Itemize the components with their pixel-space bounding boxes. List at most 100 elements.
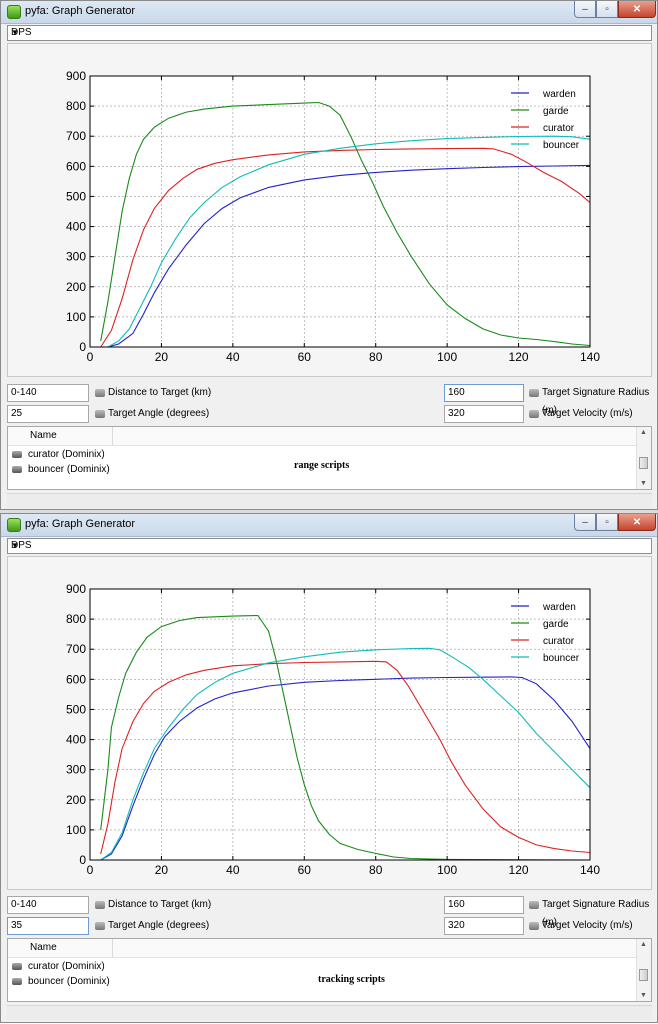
distance-input[interactable]: 0-140 [7,896,89,914]
scroll-down-icon[interactable]: ▼ [640,480,647,487]
series-line-warden [107,164,591,348]
x-tick-label: 20 [155,863,169,877]
legend-label-curator: curator [543,636,575,647]
maximize-icon: ▫ [605,3,609,15]
fit-list[interactable]: Name curator (Dominix) bouncer (Dominix)… [7,938,652,1002]
y-tick-label: 300 [66,250,86,264]
x-tick-label: 120 [509,350,529,364]
plot-area [90,76,590,347]
column-separator[interactable] [112,939,113,957]
y-tick-label: 400 [66,220,86,234]
graph-mode-value: DPS [11,540,32,551]
close-icon: ✕ [632,3,642,15]
velocity-input[interactable]: 320 [444,405,524,423]
name-column-header[interactable]: Name [8,939,638,958]
graph-mode-dropdown[interactable]: DPS ▼ [7,25,652,41]
pyfa-app-icon [7,518,21,532]
plot-area [90,589,590,860]
x-tick-label: 0 [87,863,94,877]
signature-radius-input[interactable]: 160 [444,384,524,402]
signature-radius-input[interactable]: 160 [444,896,524,914]
ship-icon [12,962,22,970]
graph-mode-value: DPS [11,27,32,38]
close-button[interactable]: ✕ [618,1,656,18]
fit-name: curator (Dominix) [28,961,105,972]
minimize-button[interactable]: – [574,1,596,18]
x-tick-label: 60 [298,863,312,877]
y-tick-label: 200 [66,793,86,807]
velocity-icon [529,410,539,418]
fit-name: bouncer (Dominix) [28,464,110,475]
scroll-up-icon[interactable]: ▲ [640,429,647,436]
y-tick-label: 400 [66,733,86,747]
scroll-down-icon[interactable]: ▼ [640,992,647,999]
title-bar[interactable]: pyfa: Graph Generator – ▫ ✕ [1,1,657,24]
y-tick-label: 900 [66,69,86,83]
graph-mode-dropdown[interactable]: DPS ▼ [7,538,652,554]
ship-icon [12,450,22,458]
signature-label: Target Signature Radius (m) [542,899,650,928]
scroll-thumb[interactable] [639,457,648,469]
annotation-text: tracking scripts [318,974,385,985]
column-separator[interactable] [112,427,113,445]
ship-icon [12,465,22,473]
signature-icon [529,389,539,397]
series-line-curator [100,660,591,855]
scroll-up-icon[interactable]: ▲ [640,941,647,948]
scroll-thumb[interactable] [639,969,648,981]
close-button[interactable]: ✕ [618,514,656,531]
y-tick-label: 300 [66,763,86,777]
list-scrollbar[interactable]: ▲ ▼ [636,427,651,489]
y-tick-label: 800 [66,612,86,626]
fit-name: curator (Dominix) [28,449,105,460]
plot-frame [89,588,591,861]
dps-chart: 0 20 40 60 80 100 120 140 0 100 200 300 400 500 600 700… [66,582,600,877]
series-line-garde [100,614,591,861]
x-tick-label: 20 [155,350,169,364]
y-tick-label: 700 [66,129,86,143]
close-icon: ✕ [632,516,642,528]
y-tick-label: 700 [66,642,86,656]
y-tick-label: 500 [66,189,86,203]
x-tick-label: 140 [580,863,600,877]
maximize-button[interactable]: ▫ [596,1,618,18]
maximize-button[interactable]: ▫ [596,514,618,531]
legend-label-curator: curator [543,123,575,134]
x-tick-label: 120 [509,863,529,877]
velocity-input[interactable]: 320 [444,917,524,935]
list-scrollbar[interactable]: ▲ ▼ [636,939,651,1001]
x-tick-label: 40 [226,863,240,877]
y-tick-label: 100 [66,310,86,324]
status-bar [7,1005,652,1020]
fit-name: bouncer (Dominix) [28,976,110,987]
name-column-header[interactable]: Name [8,427,638,446]
signature-label: Target Signature Radius (m) [542,387,650,416]
minimize-button[interactable]: – [574,514,596,531]
legend-label-bouncer: bouncer [543,140,580,151]
velocity-label: Target Velocity (m/s) [542,920,633,931]
name-column-label: Name [30,430,57,441]
velocity-label: Target Velocity (m/s) [542,408,633,419]
distance-icon [95,389,105,397]
list-item[interactable]: curator (Dominix) [12,448,105,462]
x-tick-label: 80 [369,863,383,877]
y-tick-label: 900 [66,582,86,596]
plot-panel: 0 20 40 60 80 100 120 140 0 100 200 300 400 500 600 700… [7,556,652,890]
list-item[interactable]: curator (Dominix) [12,960,105,974]
distance-input[interactable]: 0-140 [7,384,89,402]
dropdown-arrow-icon: ▼ [11,28,19,37]
series-line-bouncer [100,647,591,861]
velocity-icon [529,922,539,930]
series-line-garde [100,101,591,347]
list-item[interactable]: bouncer (Dominix) [12,463,110,477]
distance-icon [95,901,105,909]
fit-list[interactable]: Name curator (Dominix) bouncer (Dominix)… [7,426,652,490]
list-item[interactable]: bouncer (Dominix) [12,975,110,989]
signature-icon [529,901,539,909]
title-bar[interactable]: pyfa: Graph Generator – ▫ ✕ [1,514,657,537]
angle-input[interactable]: 25 [7,405,89,423]
pyfa-app-icon [7,5,21,19]
plot-panel: 0 20 40 60 80 100 120 140 0 100 200 300 400 500 600 700… [7,43,652,377]
angle-input[interactable]: 35 [7,917,89,935]
graph-window-bottom: pyfa: Graph Generator – ▫ ✕ DPS ▼ 0 20 40 6… [0,513,658,1023]
